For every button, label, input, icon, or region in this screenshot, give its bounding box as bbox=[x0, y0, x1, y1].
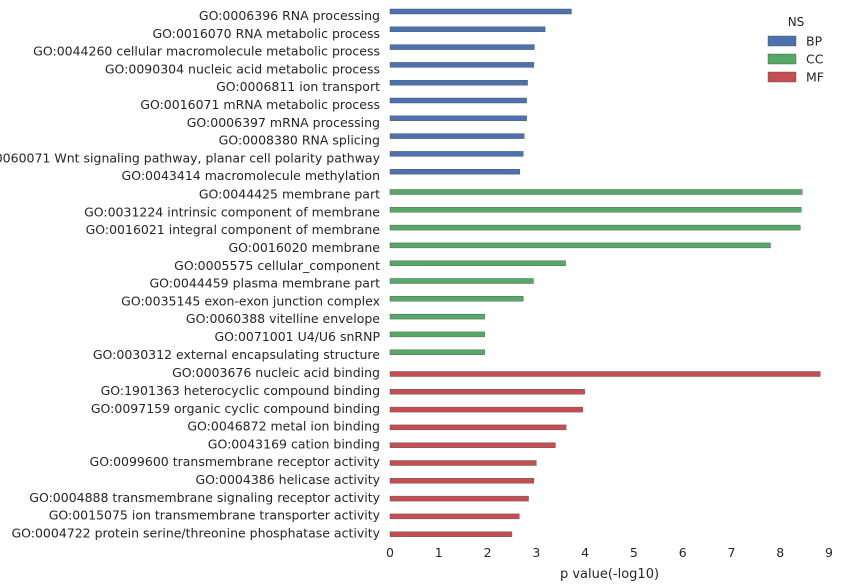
bar-cc bbox=[389, 189, 803, 195]
bar-mf bbox=[389, 371, 821, 377]
category-label: GO:0097159 organic cyclic compound bindi… bbox=[91, 401, 380, 416]
bar-cc bbox=[389, 278, 534, 284]
category-label: GO:0006811 ion transport bbox=[216, 79, 380, 94]
bar-mf bbox=[389, 424, 567, 431]
bar-cc bbox=[389, 207, 802, 213]
bar-bp bbox=[389, 26, 546, 32]
legend-title: NS bbox=[788, 15, 805, 29]
legend-label-cc: CC bbox=[806, 52, 824, 67]
legend-swatch-cc bbox=[767, 53, 797, 65]
category-label: GO:0044459 plasma membrane part bbox=[149, 276, 380, 291]
category-label: GO:0090304 nucleic acid metabolic proces… bbox=[105, 61, 380, 76]
category-label: GO:0035145 exon-exon junction complex bbox=[121, 293, 380, 308]
x-tick-label: 4 bbox=[581, 545, 589, 560]
category-label: GO:0031224 intrinsic component of membra… bbox=[84, 204, 380, 219]
category-labels-group: GO:0006396 RNA processing GO:0016070 RNA … bbox=[0, 8, 381, 540]
bar-bp bbox=[389, 97, 527, 104]
bar-cc bbox=[389, 260, 566, 266]
x-tick-label: 7 bbox=[727, 545, 735, 560]
category-label: GO:0046872 metal ion binding bbox=[187, 419, 380, 434]
category-label: GO:0043414 macromolecule methylation bbox=[122, 168, 380, 183]
bar-mf bbox=[389, 460, 537, 466]
bar-mf bbox=[389, 513, 520, 520]
category-label: GO:0015075 ion transmembrane transporter… bbox=[49, 508, 381, 523]
bar-bp bbox=[389, 79, 528, 86]
bar-bp bbox=[389, 133, 525, 139]
legend-label-bp: BP bbox=[806, 34, 823, 49]
bar-mf bbox=[389, 531, 513, 537]
category-label: GO:0005575 cellular_component bbox=[174, 258, 380, 273]
bar-cc bbox=[389, 242, 771, 249]
category-label: GO:0006397 mRNA processing bbox=[187, 115, 380, 130]
category-label: GO:0016070 RNA metabolic process bbox=[152, 26, 380, 41]
legend-label-mf: MF bbox=[806, 70, 824, 85]
bar-bp bbox=[389, 44, 535, 50]
bar-cc bbox=[389, 313, 485, 320]
legend: NS BP CC MF bbox=[767, 15, 824, 85]
legend-swatch-mf bbox=[767, 71, 797, 83]
x-tick-label: 6 bbox=[679, 545, 687, 560]
category-label: GO:0004386 helicase activity bbox=[195, 472, 380, 487]
bar-mf bbox=[389, 389, 585, 395]
category-label: GO:1901363 heterocyclic compound binding bbox=[101, 383, 380, 398]
x-tick-label: 8 bbox=[776, 545, 784, 560]
bar-bp bbox=[389, 115, 527, 122]
x-tick-label: 1 bbox=[435, 545, 443, 560]
x-axis-title: p value(-log10) bbox=[560, 567, 659, 582]
x-tick-label: 2 bbox=[484, 545, 492, 560]
category-label: GO:0004722 protein serine/threonine phos… bbox=[11, 525, 380, 540]
category-label: GO:0016021 integral component of membran… bbox=[86, 222, 381, 237]
bar-mf bbox=[389, 406, 583, 413]
category-label: GO:0060071 Wnt signaling pathway, planar… bbox=[0, 150, 381, 165]
bar-bp bbox=[389, 8, 572, 15]
category-label: GO:0099600 transmembrane receptor activi… bbox=[90, 454, 381, 469]
x-tick-label: 3 bbox=[532, 545, 540, 560]
legend-swatch-bp bbox=[767, 35, 797, 47]
bar-cc bbox=[389, 296, 524, 302]
category-label: GO:0071001 U4/U6 snRNP bbox=[214, 329, 380, 344]
category-label: GO:0060388 vitelline envelope bbox=[186, 311, 380, 326]
bar-mf bbox=[389, 442, 556, 448]
category-label: GO:0016020 membrane bbox=[228, 240, 380, 255]
bar-cc bbox=[389, 349, 485, 355]
category-label: GO:0030312 external encapsulating struct… bbox=[93, 347, 380, 362]
bar-mf bbox=[389, 495, 529, 502]
category-label: GO:0006396 RNA processing bbox=[199, 8, 380, 23]
x-axis-ticks-group: 0 1 2 3 4 5 6 7 8 9 bbox=[386, 545, 833, 560]
category-label: GO:0043169 cation binding bbox=[208, 436, 380, 451]
x-tick-label: 0 bbox=[386, 545, 394, 560]
bar-bp bbox=[389, 168, 520, 175]
bar-bp bbox=[389, 151, 524, 157]
bars-group bbox=[389, 8, 821, 537]
category-label: GO:0003676 nucleic acid binding bbox=[172, 365, 380, 380]
category-label: GO:0044425 membrane part bbox=[199, 187, 380, 202]
category-label: GO:0016071 mRNA metabolic process bbox=[140, 97, 380, 112]
category-label: GO:0004888 transmembrane signaling recep… bbox=[29, 490, 380, 505]
bar-mf bbox=[389, 478, 535, 484]
bar-cc bbox=[389, 331, 485, 338]
category-label: GO:0044260 cellular macromolecule metabo… bbox=[33, 44, 380, 59]
bar-cc bbox=[389, 224, 801, 231]
bar-bp bbox=[389, 62, 535, 68]
x-tick-label: 9 bbox=[825, 545, 833, 560]
x-tick-label: 5 bbox=[630, 545, 638, 560]
category-label: GO:0008380 RNA splicing bbox=[219, 133, 380, 148]
